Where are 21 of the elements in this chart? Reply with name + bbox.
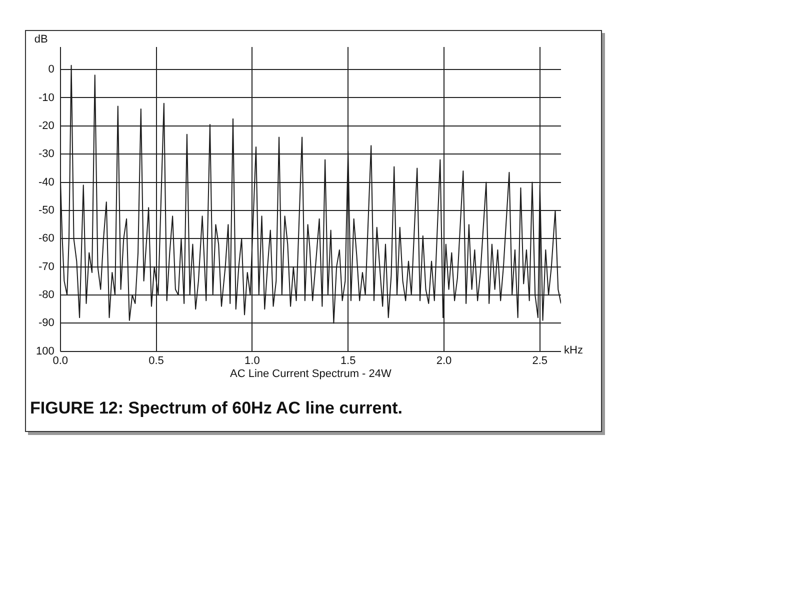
x-axis-title: kHz <box>564 344 583 356</box>
y-tick-label: -40 <box>38 176 54 188</box>
text: AC Line Current Spectrum - 24W <box>230 368 392 380</box>
y-axis-title: dB <box>34 34 48 46</box>
y-tick-label: 100 <box>36 345 54 358</box>
y-tick-label: -30 <box>38 148 54 160</box>
x-tick-label: 0.0 <box>52 355 68 368</box>
x-tick-label: 2.0 <box>436 355 452 368</box>
y-tick-label: -80 <box>38 289 54 302</box>
x-tick-label: 1.5 <box>340 355 356 368</box>
y-tick-label: -60 <box>38 232 54 245</box>
y-tick-label: 0 <box>48 64 54 76</box>
x-tick-label: 1.0 <box>244 355 260 368</box>
y-tick-label: -70 <box>38 260 54 273</box>
text: FIGURE 12: Spectrum of 60Hz AC line current. <box>30 398 402 418</box>
y-tick-label: -50 <box>38 204 54 217</box>
x-tick-label: 2.5 <box>532 355 548 368</box>
y-tick-label: -10 <box>38 92 54 104</box>
y-tick-label: -20 <box>38 120 54 132</box>
x-tick-label: 0.5 <box>148 355 164 368</box>
y-tick-label: -90 <box>38 317 54 330</box>
